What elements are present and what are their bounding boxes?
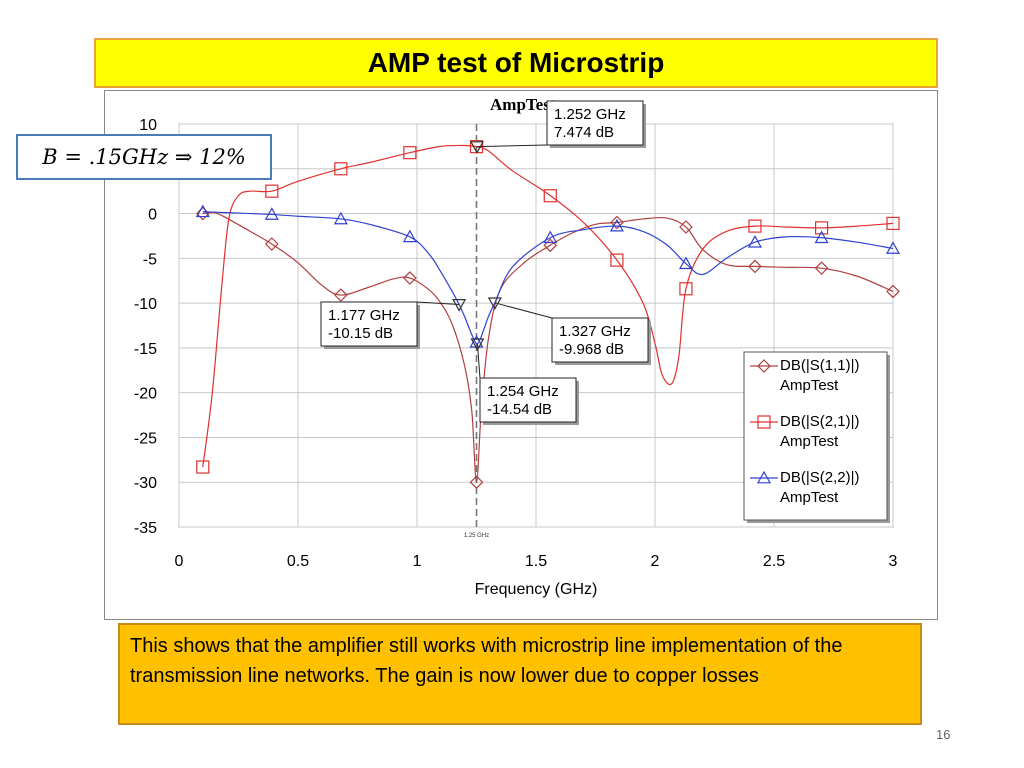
annotation-text: 1.252 GHz — [554, 106, 626, 123]
x-axis-label: Frequency (GHz) — [475, 581, 598, 598]
legend-marker — [757, 359, 771, 373]
series-marker — [403, 271, 417, 285]
y-tick-label: -30 — [134, 475, 157, 492]
annotation-text: 1.254 GHz — [487, 383, 559, 400]
series-marker — [402, 229, 417, 243]
chart-title: AmpTest — [490, 95, 556, 114]
y-tick-label: -15 — [134, 341, 157, 358]
legend-box — [743, 351, 888, 521]
series-marker — [814, 230, 829, 244]
series-marker — [543, 189, 557, 203]
y-tick-label: -5 — [143, 251, 157, 268]
annotation-leader — [476, 144, 548, 148]
x-tick-label: 3 — [889, 553, 898, 570]
y-tick-label: -35 — [134, 520, 157, 537]
series-line — [202, 144, 894, 468]
series-marker — [748, 259, 762, 274]
x-tick-label: 1.5 — [525, 553, 547, 570]
legend-label: DB(|S(2,2)|) — [780, 469, 859, 486]
annotation-box — [320, 301, 418, 347]
description-box: This shows that the amplifier still work… — [118, 623, 922, 725]
x-tick-label: 1 — [413, 553, 422, 570]
x-tick-label: 2.5 — [763, 553, 785, 570]
annotation-box — [551, 317, 649, 363]
bandwidth-note: B = .15GHz ⇒ 12% — [42, 145, 246, 169]
series-marker — [678, 256, 693, 270]
marker-line-label: 1.25 GHz — [464, 533, 489, 539]
series-marker — [264, 207, 279, 220]
slide-title-bar: AMP test of Microstrip — [94, 38, 938, 88]
series-line — [202, 211, 894, 345]
annotation-text: -14.54 dB — [487, 401, 552, 418]
x-tick-label: 2 — [651, 553, 660, 570]
x-tick-label: 0.5 — [287, 553, 309, 570]
bandwidth-note-box: B = .15GHz ⇒ 12% — [16, 134, 272, 180]
legend-label: DB(|S(2,1)|) — [780, 413, 859, 430]
annotation-leader — [494, 302, 553, 319]
y-tick-label: -10 — [134, 296, 157, 313]
series-marker — [610, 215, 624, 230]
annotation-text: -9.968 dB — [559, 341, 624, 358]
legend-marker — [757, 415, 771, 429]
annotation-box — [546, 100, 644, 146]
annotation-text: 1.327 GHz — [559, 323, 631, 340]
annotation-text: -10.15 dB — [328, 325, 393, 342]
series-marker — [333, 211, 348, 225]
legend-sublabel: AmpTest — [780, 377, 839, 394]
series-marker — [814, 261, 829, 276]
series-marker — [333, 288, 348, 302]
annotation-marker — [469, 141, 484, 154]
series-marker — [609, 218, 624, 232]
y-tick-label: -25 — [134, 430, 157, 447]
y-tick-label: 0 — [148, 207, 157, 224]
series-marker — [747, 234, 762, 248]
series-marker — [679, 220, 693, 234]
legend-label: DB(|S(1,1)|) — [780, 357, 859, 374]
series-marker — [334, 162, 348, 176]
series-marker — [264, 237, 279, 251]
annotation-box — [479, 377, 577, 423]
annotation-leader — [416, 301, 460, 305]
legend-sublabel: AmpTest — [780, 433, 839, 450]
description-text: This shows that the amplifier still work… — [130, 635, 843, 687]
series-marker — [886, 216, 900, 231]
series-marker — [886, 284, 900, 299]
annotation-marker — [487, 297, 502, 311]
series-marker — [610, 253, 624, 267]
annotation-marker — [470, 338, 485, 352]
slide-title: AMP test of Microstrip — [367, 47, 665, 78]
series-marker — [748, 219, 762, 233]
series-marker — [403, 146, 417, 160]
series-marker — [543, 238, 558, 253]
y-tick-label: -20 — [134, 386, 157, 403]
x-tick-label: 0 — [175, 553, 184, 570]
series-marker — [543, 230, 558, 244]
annotation-text: 1.177 GHz — [328, 307, 400, 324]
y-tick-label: 10 — [139, 117, 157, 134]
series-marker — [195, 204, 210, 218]
series-marker — [679, 282, 693, 296]
page-number: 16 — [936, 727, 951, 742]
series-marker — [814, 221, 829, 235]
series-marker — [196, 460, 210, 474]
series-marker — [265, 184, 279, 198]
series-marker — [885, 241, 901, 254]
series-marker — [469, 475, 484, 490]
annotation-text: 7.474 dB — [554, 124, 614, 141]
annotation-marker — [452, 299, 467, 312]
legend-marker — [756, 470, 772, 484]
legend-sublabel: AmpTest — [780, 489, 839, 506]
